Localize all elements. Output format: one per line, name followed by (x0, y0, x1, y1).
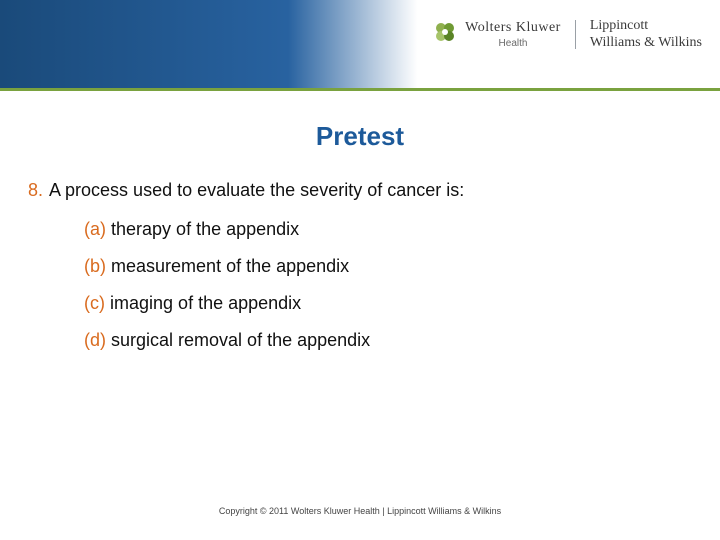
header-bar: Wolters Kluwer Health Lippincott William… (0, 0, 720, 88)
option-label: (c) (84, 293, 105, 313)
wolters-kluwer-logo: Wolters Kluwer Health (433, 20, 576, 49)
option-label: (a) (84, 219, 106, 239)
option-label: (b) (84, 256, 106, 276)
option-text: therapy of the appendix (111, 219, 299, 239)
lww-line2: Williams & Wilkins (590, 35, 702, 52)
wolters-kluwer-clover-icon (433, 20, 457, 44)
question-row: 8. A process used to evaluate the severi… (28, 180, 692, 201)
options-list: (a) therapy of the appendix (b) measurem… (84, 219, 692, 351)
option-a: (a) therapy of the appendix (84, 219, 692, 240)
lippincott-logo-text: Lippincott Williams & Wilkins (576, 18, 702, 52)
option-d: (d) surgical removal of the appendix (84, 330, 692, 351)
option-c: (c) imaging of the appendix (84, 293, 692, 314)
content-area: 8. A process used to evaluate the severi… (28, 180, 692, 351)
option-label: (d) (84, 330, 106, 350)
copyright-footer: Copyright © 2011 Wolters Kluwer Health |… (0, 506, 720, 516)
slide-container: Wolters Kluwer Health Lippincott William… (0, 0, 720, 540)
brand-block: Wolters Kluwer Health Lippincott William… (433, 18, 702, 52)
option-b: (b) measurement of the appendix (84, 256, 692, 277)
option-text: measurement of the appendix (111, 256, 349, 276)
question-text: A process used to evaluate the severity … (49, 180, 464, 201)
question-number: 8. (28, 180, 43, 201)
brand-name-wk: Wolters Kluwer (465, 20, 561, 36)
wolters-kluwer-text: Wolters Kluwer Health (465, 20, 561, 49)
lww-line1: Lippincott (590, 18, 702, 35)
slide-title: Pretest (0, 121, 720, 152)
option-text: surgical removal of the appendix (111, 330, 370, 350)
brand-sub-health: Health (499, 38, 528, 49)
option-text: imaging of the appendix (110, 293, 301, 313)
header-divider-line (0, 88, 720, 91)
